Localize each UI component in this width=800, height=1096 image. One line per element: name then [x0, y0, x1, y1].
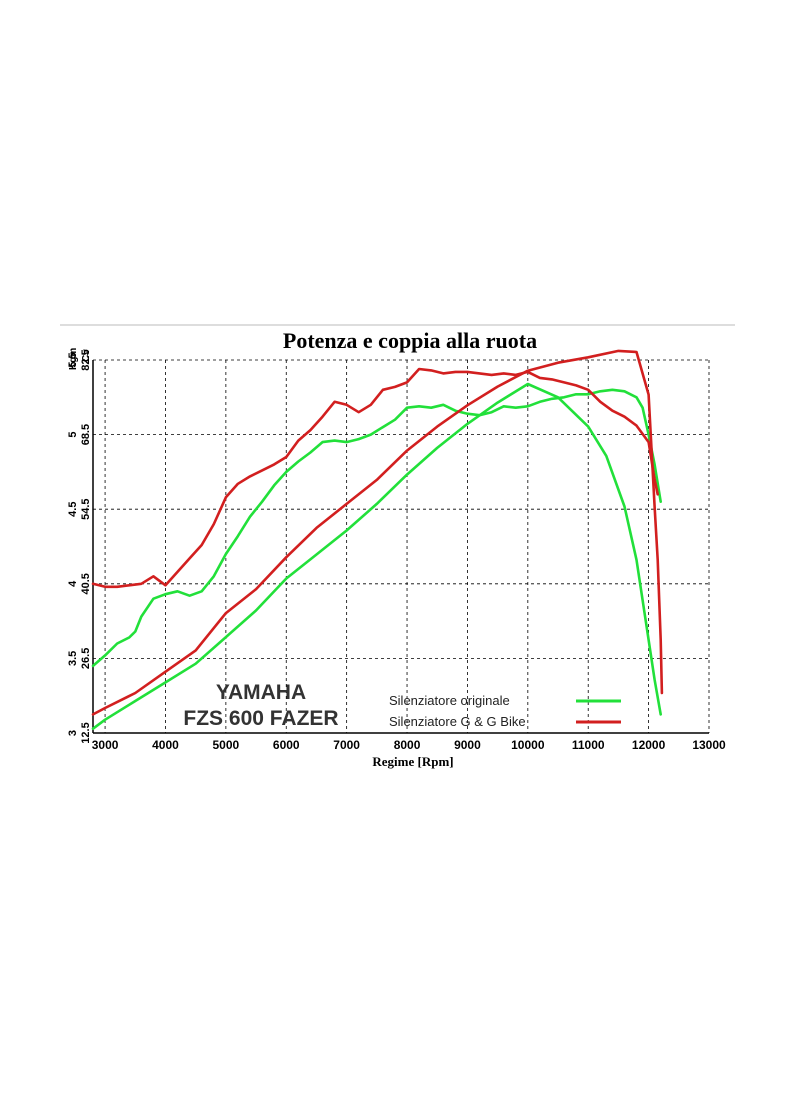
- y-tick-torque: 5: [67, 432, 79, 438]
- legend: Silenziatore originale Silenziatore G & …: [389, 693, 621, 729]
- axes: [92, 360, 709, 734]
- grid: [93, 359, 710, 734]
- y-tick-power: 82.5: [80, 349, 92, 370]
- x-tick-labels: 3000 4000 5000 6000 7000 8000 9000 10000 11000 12…: [92, 738, 726, 752]
- brand-line1: YAMAHA: [216, 681, 306, 704]
- y-tick-power: 40.5: [80, 573, 92, 594]
- y-tick-torque: 5.5: [67, 352, 79, 367]
- torque-curve-1: [91, 367, 660, 589]
- x-tick-label: 3000: [92, 738, 119, 752]
- torque-curve-0: [91, 388, 663, 668]
- x-tick-label: 13000: [692, 738, 726, 752]
- y-tick-torque: 3: [67, 730, 79, 736]
- torque-unit-label: Kgm: [68, 348, 79, 370]
- x-tick-label: 10000: [511, 738, 545, 752]
- x-tick-label: 12000: [632, 738, 666, 752]
- y-tick-power: 12.5: [80, 722, 92, 743]
- curves: [91, 349, 664, 731]
- y-tick-power: 54.5: [80, 498, 92, 519]
- x-tick-label: 11000: [572, 738, 605, 752]
- power-unit-label: Cv: [81, 349, 92, 362]
- legend-label-0: Silenziatore originale: [389, 693, 510, 708]
- power-curve-1: [91, 349, 664, 716]
- x-tick-label: 9000: [454, 738, 481, 752]
- brand-line2: FZS 600 FAZER: [183, 707, 338, 730]
- legend-label-1: Silenziatore G & G Bike: [389, 714, 526, 729]
- x-axis-title: Regime [Rpm]: [372, 754, 453, 769]
- x-tick-label: 8000: [394, 738, 421, 752]
- x-tick-label: 6000: [273, 738, 300, 752]
- power-curve-0: [91, 382, 663, 731]
- y-tick-torque: 3.5: [67, 651, 79, 666]
- y-tick-torque: 4: [67, 580, 79, 587]
- x-tick-label: 7000: [333, 738, 360, 752]
- y-tick-torque: 4.5: [67, 502, 79, 517]
- y-tick-power: 26.5: [80, 648, 92, 669]
- chart-title: Potenza e coppia alla ruota: [283, 328, 537, 353]
- x-tick-label: 5000: [213, 738, 240, 752]
- x-tick-label: 4000: [152, 738, 179, 752]
- y-tick-power: 68.5: [80, 424, 92, 445]
- y-tick-labels: 3 3.5 4 4.5 5 5.5 12.5 26.5 40.5 54.5 68.5 82.5: [67, 349, 92, 743]
